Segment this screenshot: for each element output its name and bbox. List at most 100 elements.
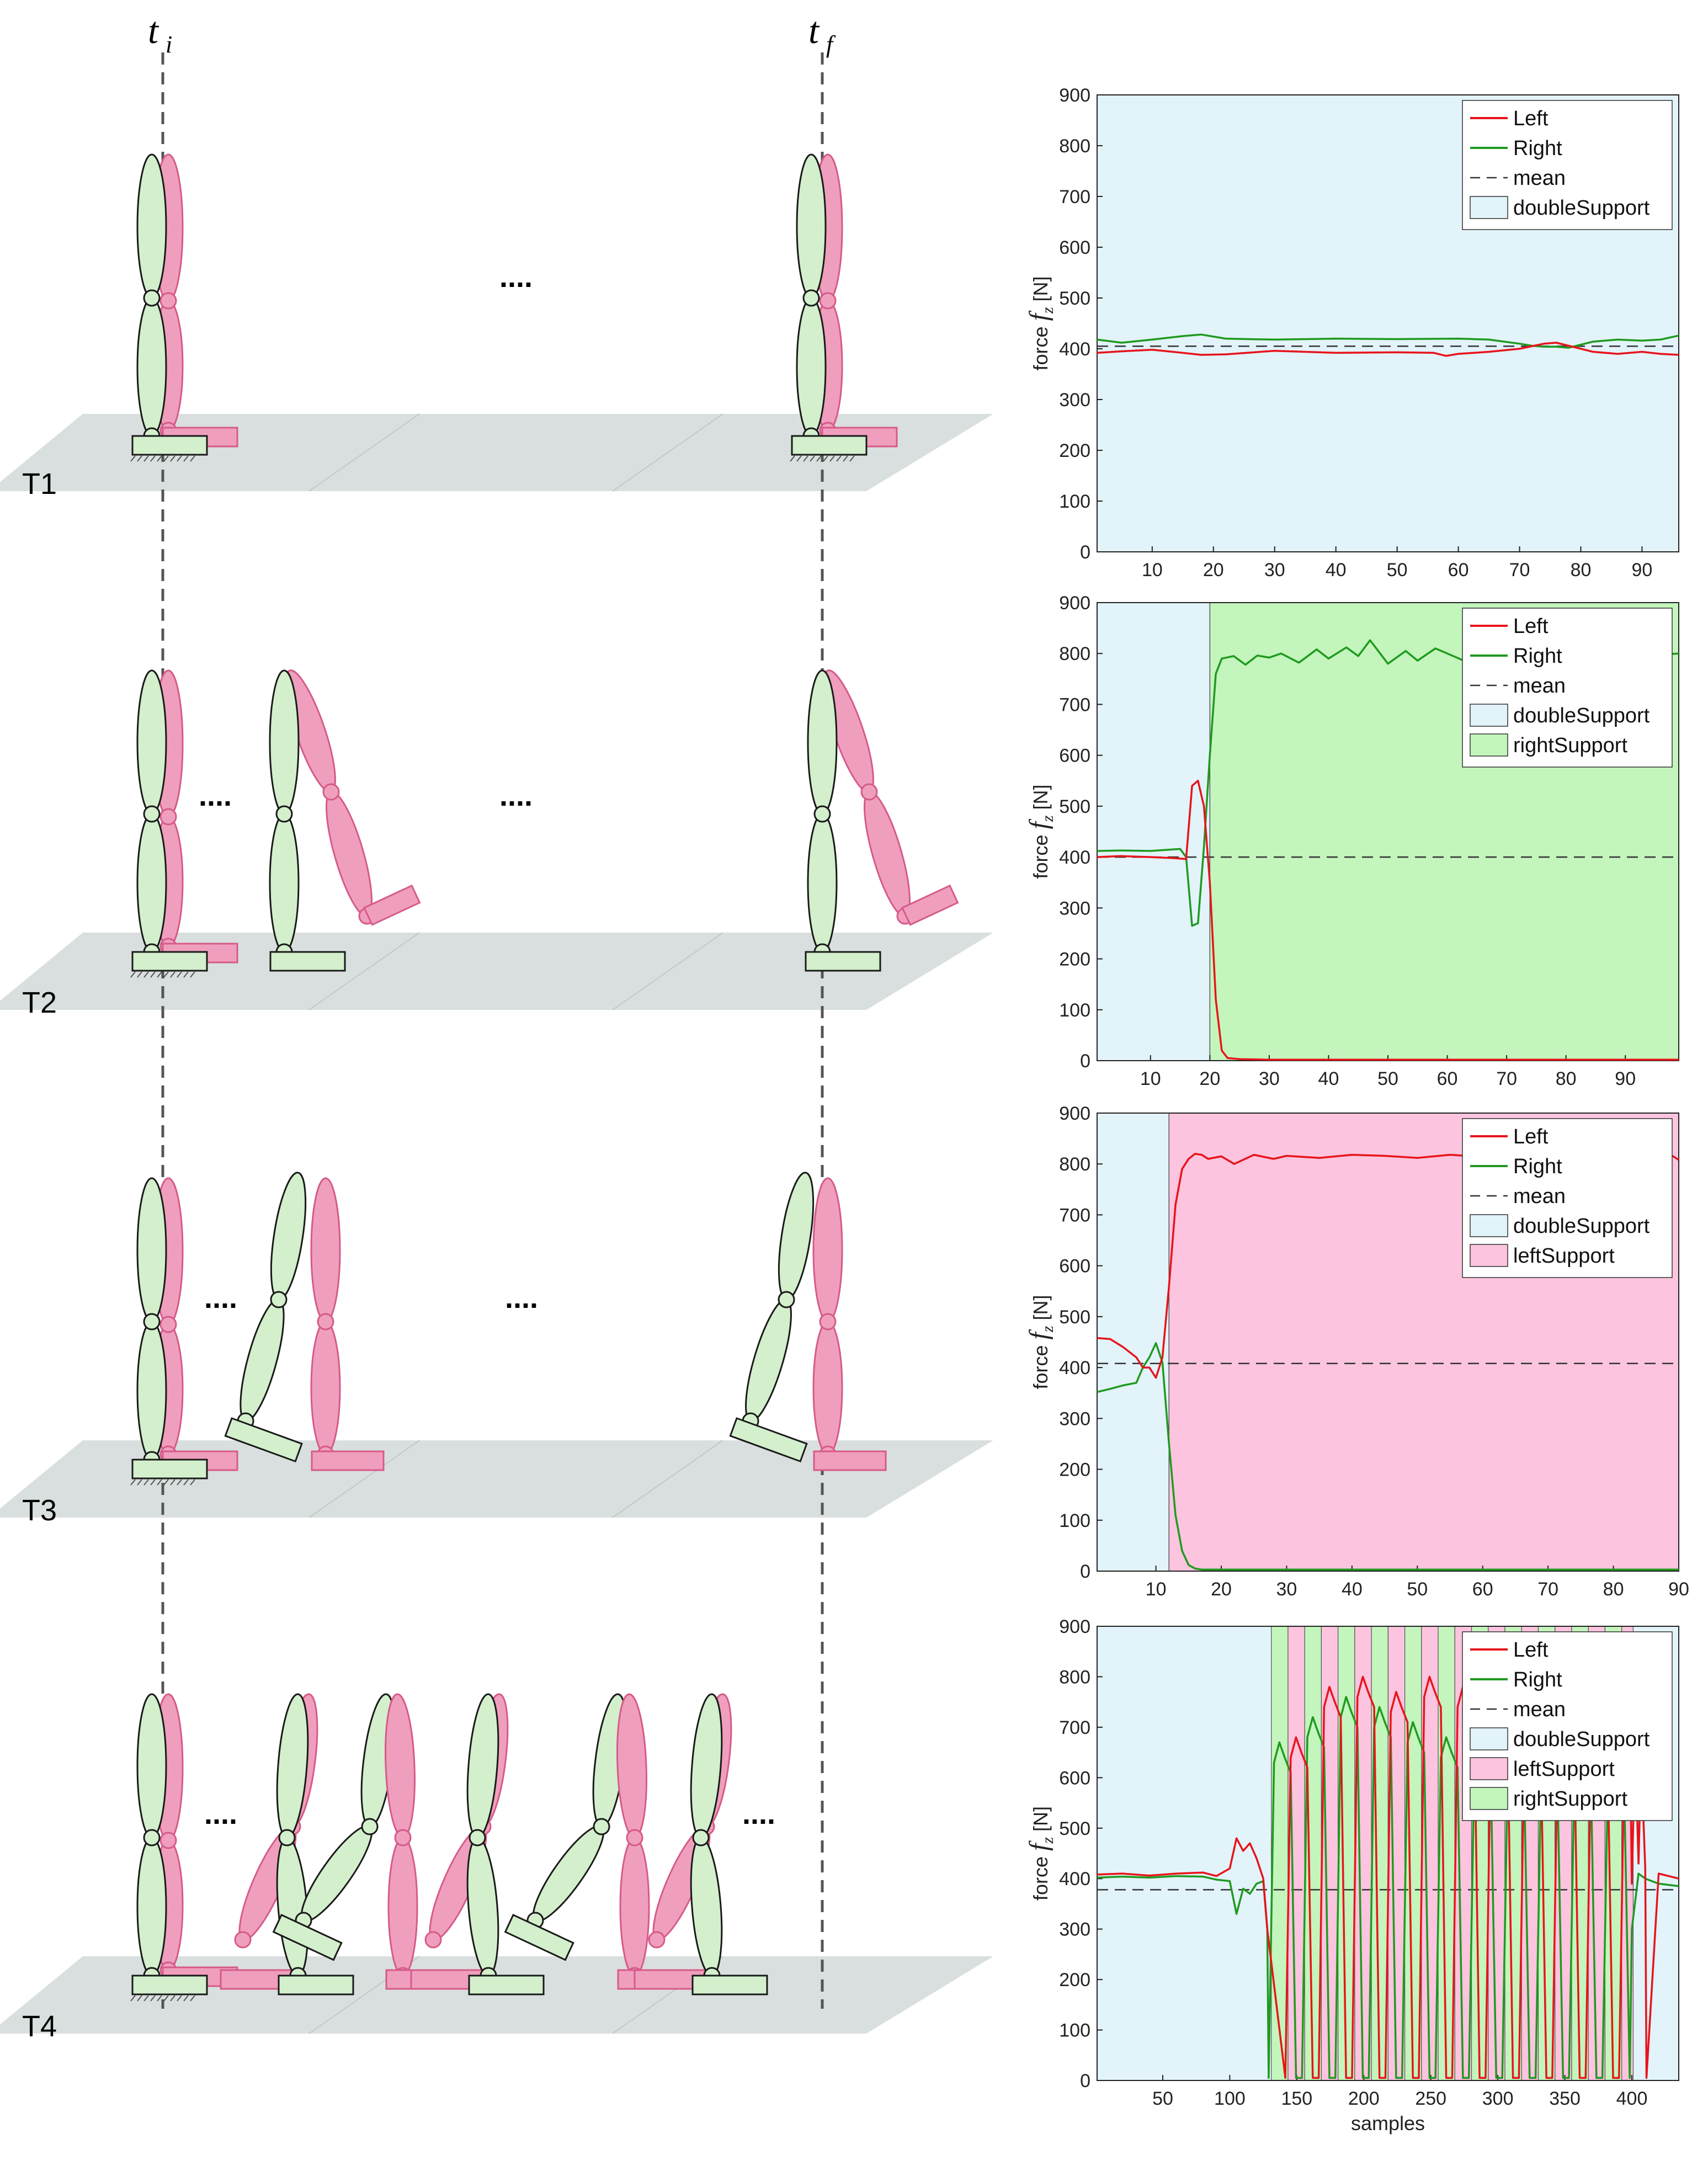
ground-hatch bbox=[170, 455, 175, 462]
leg-joint bbox=[143, 289, 161, 307]
ground-hatch bbox=[150, 455, 156, 462]
ground-hatch bbox=[143, 1479, 149, 1486]
y-tick-label: 800 bbox=[1059, 1667, 1090, 1688]
walk-pose bbox=[634, 1693, 768, 1995]
legend-label: mean bbox=[1513, 167, 1566, 190]
leg-segment bbox=[796, 297, 827, 437]
ground-hatch bbox=[130, 1995, 136, 2002]
leg-joint bbox=[278, 1829, 296, 1846]
legend-label: Right bbox=[1513, 1668, 1562, 1691]
legend: Left Right mean doubleSupport rightSupport bbox=[1462, 608, 1673, 768]
y-tick-label: 700 bbox=[1059, 187, 1090, 207]
leg-segment bbox=[864, 791, 911, 917]
leg-segment bbox=[466, 1693, 499, 1839]
ground-hatch bbox=[190, 971, 195, 978]
locomotion-illustration: t i t f T1 T2 T3 T4 .... .... .... .... … bbox=[0, 9, 993, 2043]
foot bbox=[813, 1450, 887, 1471]
x-tick-label: 50 bbox=[1407, 1579, 1428, 1600]
x-tick-label: 70 bbox=[1537, 1579, 1558, 1600]
y-tick-label: 0 bbox=[1080, 542, 1090, 563]
leg-segment bbox=[136, 1693, 167, 1839]
leg-joint bbox=[424, 1931, 442, 1949]
floor-seam bbox=[308, 1440, 420, 1518]
legend-label: Left bbox=[1513, 1638, 1549, 1662]
foot bbox=[272, 1914, 343, 1961]
ground-hatch bbox=[816, 455, 822, 462]
y-tick-label: 700 bbox=[1059, 1205, 1090, 1226]
legend-label: Left bbox=[1513, 1125, 1549, 1148]
ground-hatch bbox=[170, 971, 175, 978]
y-tick-label: 800 bbox=[1059, 136, 1090, 157]
foot bbox=[131, 1459, 208, 1480]
series-right bbox=[1097, 1342, 1679, 1571]
floor-seam bbox=[612, 1440, 723, 1518]
y-tick-label: 900 bbox=[1059, 593, 1090, 614]
ground-hatch bbox=[157, 1995, 162, 2002]
x-tick-label: 30 bbox=[1259, 1068, 1280, 1089]
floor-t1 bbox=[0, 414, 993, 491]
ground-hatch bbox=[157, 971, 162, 978]
ground-hatch bbox=[137, 1479, 142, 1486]
foot bbox=[691, 1975, 768, 1995]
y-tick-label: 400 bbox=[1059, 1869, 1090, 1890]
leg-segment bbox=[136, 669, 167, 815]
y-tick-label: 300 bbox=[1059, 1408, 1090, 1429]
y-tick-label: 200 bbox=[1059, 440, 1090, 461]
leg-segment bbox=[310, 1321, 341, 1455]
axes: 0 100 200 300 400 500 600 700 800 900 50 100 150 200 2… bbox=[1059, 1616, 1679, 2109]
leg-segment bbox=[778, 1172, 815, 1301]
leg-joint bbox=[593, 1818, 610, 1835]
x-tick-label: 60 bbox=[1448, 560, 1469, 581]
standing-pose bbox=[130, 669, 238, 978]
ground-hatch bbox=[137, 455, 142, 462]
ground-hatch bbox=[190, 1995, 195, 2002]
leg-joint bbox=[270, 1291, 288, 1308]
chart-t2: 0 100 200 300 400 500 600 700 800 900 10 20 30 40 50 60… bbox=[1015, 585, 1708, 1098]
axes-box bbox=[1097, 1113, 1679, 1572]
row-label-t4: T4 bbox=[22, 2010, 57, 2043]
y-tick-label: 0 bbox=[1080, 2071, 1090, 2092]
ground-hatch bbox=[130, 971, 136, 978]
ground-hatch bbox=[183, 455, 189, 462]
force-chart-t3: 0 100 200 300 400 500 600 700 800 900 10 20 30 40 50 60… bbox=[1024, 1103, 1689, 1600]
leg-joint bbox=[143, 1829, 161, 1846]
leg-joint bbox=[778, 1291, 795, 1308]
swing-pose bbox=[224, 1172, 385, 1471]
legend-swatch-doubleSupport bbox=[1470, 704, 1508, 727]
y-tick-label: 400 bbox=[1059, 847, 1090, 868]
leg-joint bbox=[860, 783, 878, 801]
ground-hatch bbox=[170, 1995, 175, 2002]
x-tick-label: 20 bbox=[1211, 1579, 1232, 1600]
x-tick-label: 100 bbox=[1214, 2088, 1246, 2109]
series-right bbox=[1097, 333, 1679, 349]
x-tick-label: 80 bbox=[1556, 1068, 1577, 1089]
ground-hatch bbox=[130, 455, 136, 462]
standing-pose bbox=[790, 153, 898, 462]
x-tick-label: 10 bbox=[1146, 1579, 1167, 1600]
leg-segment bbox=[270, 1172, 307, 1301]
x-tick-label: 30 bbox=[1276, 1579, 1297, 1600]
legend-swatch-leftSupport bbox=[1470, 1757, 1508, 1780]
x-tick-label: 10 bbox=[1142, 560, 1163, 581]
legend-label: mean bbox=[1513, 1698, 1566, 1721]
leg-segment bbox=[807, 669, 838, 815]
ground-hatch bbox=[829, 455, 835, 462]
leg-segment bbox=[136, 1837, 167, 1977]
x-tick-label: 50 bbox=[1377, 1068, 1398, 1089]
leg-segment bbox=[136, 813, 167, 953]
x-tick-label: 40 bbox=[1326, 560, 1347, 581]
ground-hatch bbox=[823, 455, 828, 462]
y-tick-label: 900 bbox=[1059, 1616, 1090, 1637]
leg-segment bbox=[276, 1693, 309, 1839]
y-tick-label: 400 bbox=[1059, 1358, 1090, 1379]
ground-hatch bbox=[190, 455, 195, 462]
x-tick-label: 60 bbox=[1437, 1068, 1458, 1089]
leg-joint bbox=[159, 1832, 177, 1849]
ellipsis-text: .... bbox=[505, 1281, 538, 1314]
ground-hatch bbox=[849, 455, 855, 462]
x-tick-label: 80 bbox=[1571, 560, 1592, 581]
x-tick-label: 70 bbox=[1496, 1068, 1517, 1089]
swing-pose-final bbox=[729, 1172, 887, 1471]
ellipsis-text: .... bbox=[499, 779, 533, 812]
y-tick-label: 100 bbox=[1059, 1000, 1090, 1021]
